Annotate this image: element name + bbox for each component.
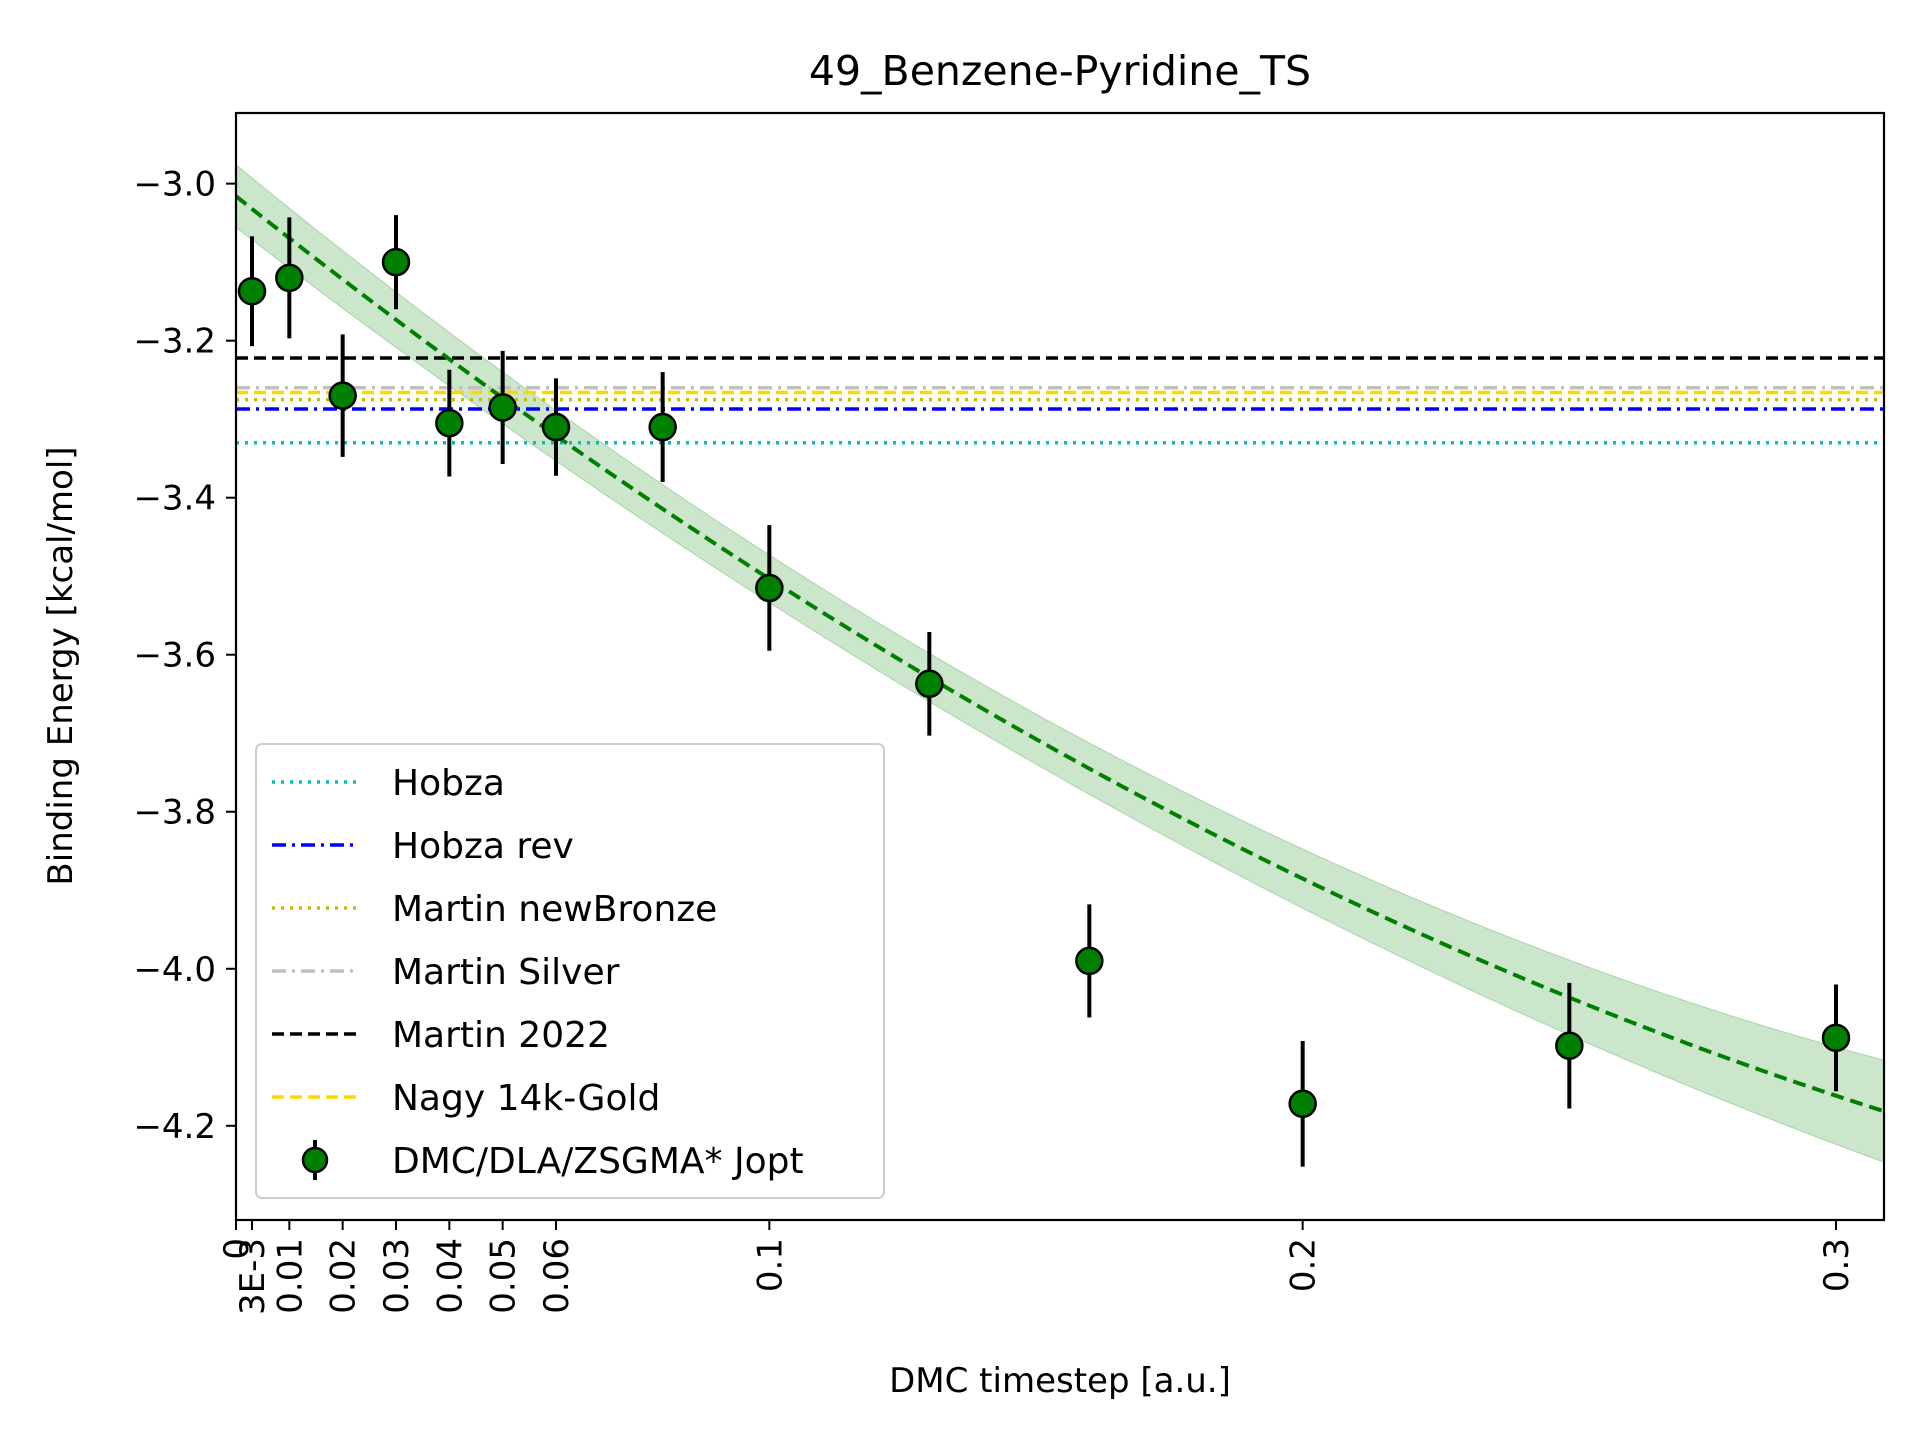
legend-entry: Martin newBronze — [272, 889, 717, 930]
data-point — [381, 215, 411, 310]
plot-frame — [234, 111, 1886, 1222]
legend-entry: Martin Silver — [272, 952, 620, 993]
data-point — [488, 350, 517, 464]
legend-label: Martin Silver — [392, 952, 620, 993]
data-marker — [381, 247, 411, 277]
legend-entry: Nagy 14k-Gold — [272, 1078, 660, 1119]
data-point — [1288, 1040, 1317, 1167]
x-tick-label: 0.06 — [537, 1238, 577, 1314]
y-tick-label: −3.0 — [133, 165, 216, 205]
axes: −3.0 −3.2 −3.4 −3.6 −3.8 −4.0 −4.2 03E-30.01 0.0… — [133, 111, 1886, 1315]
data-marker — [1821, 1023, 1851, 1053]
legend-label: Martin 2022 — [392, 1015, 610, 1056]
legend-entry: DMC/DLA/ZSGMA* Jopt — [301, 1140, 804, 1182]
x-tick-label: 0.3 — [1817, 1238, 1857, 1292]
data-point — [1555, 982, 1584, 1109]
data-point — [328, 334, 357, 457]
data-marker — [915, 669, 944, 699]
data-point — [237, 236, 267, 347]
data-marker — [541, 412, 571, 442]
x-tick-label: 0.03 — [377, 1238, 417, 1314]
data-marker — [755, 573, 784, 603]
data-point — [435, 369, 464, 477]
data-marker — [1075, 946, 1104, 976]
y-tick-label: −3.8 — [133, 793, 216, 833]
data-point — [275, 217, 304, 339]
x-tick-label: 0.04 — [430, 1238, 470, 1314]
x-tick-label: 0.05 — [484, 1238, 524, 1314]
legend-label: DMC/DLA/ZSGMA* Jopt — [392, 1141, 804, 1182]
data-marker — [488, 393, 517, 422]
x-tick-label: 0 — [217, 1238, 257, 1260]
legend: Hobza Hobza rev Martin newBronze Martin Sil… — [255, 743, 885, 1199]
x-tick-label: 0.2 — [1284, 1238, 1324, 1292]
legend-entry: Hobza rev — [272, 826, 574, 867]
data-point — [1821, 984, 1851, 1092]
data-marker — [328, 381, 357, 410]
data-marker — [275, 263, 304, 293]
y-tick-label: −4.0 — [133, 950, 216, 990]
legend-label: Hobza rev — [392, 826, 574, 867]
fit-confidence-band — [236, 164, 1884, 1163]
y-tick-label: −3.4 — [133, 479, 216, 519]
data-marker — [435, 408, 464, 438]
plot-area — [236, 164, 1884, 1167]
data-point — [648, 372, 677, 482]
x-tick-label: 3E-3 — [233, 1238, 273, 1315]
x-tick-label: 0.02 — [324, 1238, 364, 1314]
data-marker — [1288, 1089, 1317, 1119]
data-marker — [237, 276, 267, 306]
chart-title: 49_Benzene-Pyridine_TS — [809, 47, 1311, 95]
x-axis-label: DMC timestep [a.u.] — [889, 1361, 1231, 1401]
legend-swatch-marker — [301, 1146, 329, 1174]
legend-label: Martin newBronze — [392, 889, 717, 930]
y-tick-label: −3.6 — [133, 636, 216, 676]
legend-label: Nagy 14k-Gold — [392, 1078, 660, 1119]
y-tick-label: −4.2 — [133, 1107, 216, 1147]
legend-box — [255, 743, 885, 1199]
data-point — [915, 631, 944, 736]
y-tick-label: −3.2 — [133, 322, 216, 362]
legend-label: Hobza — [392, 763, 505, 804]
data-point — [541, 378, 571, 476]
data-marker — [1555, 1031, 1584, 1060]
data-point — [755, 525, 784, 651]
x-tick-label: 0.01 — [270, 1238, 310, 1314]
data-marker — [648, 412, 677, 442]
x-tick-label: 0.1 — [750, 1238, 790, 1292]
legend-entry: Martin 2022 — [272, 1015, 610, 1056]
y-axis-label: Binding Energy [kcal/mol] — [41, 446, 81, 885]
data-point — [1075, 904, 1104, 1018]
legend-entry: Hobza — [272, 763, 505, 804]
